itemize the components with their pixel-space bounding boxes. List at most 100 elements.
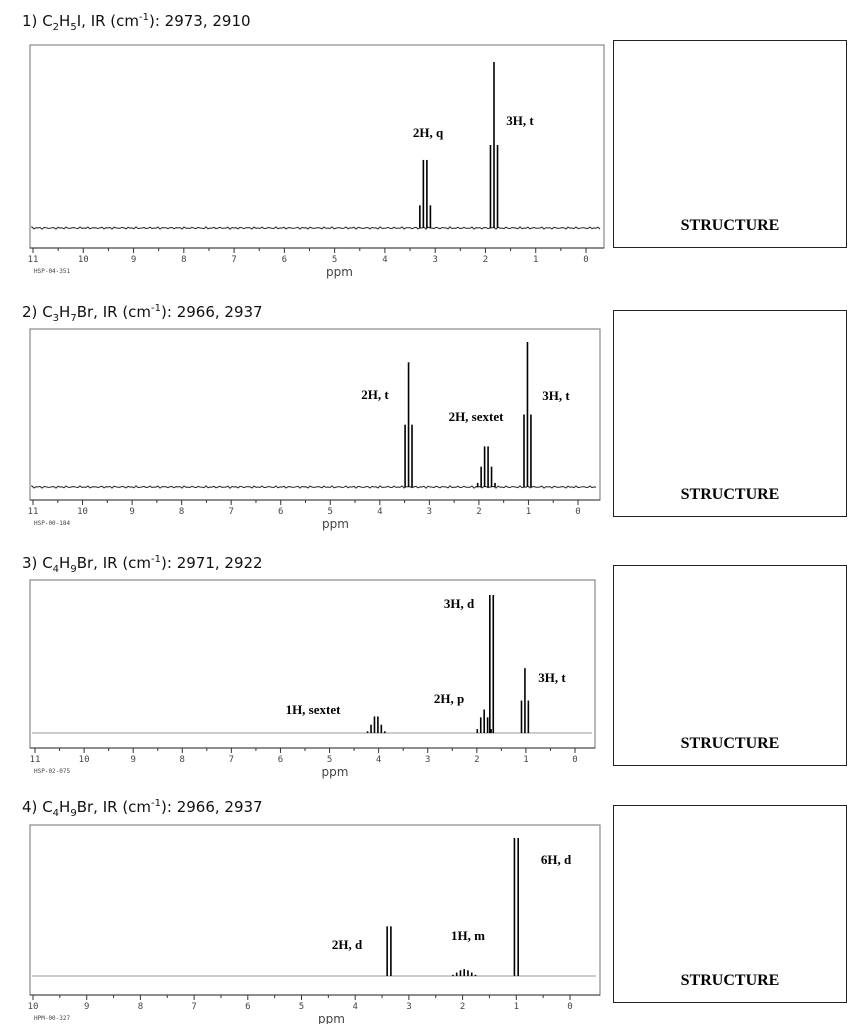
- x-tick-label: 1: [523, 755, 528, 765]
- plot-frame: [29, 579, 596, 749]
- x-tick-label: 11: [28, 255, 39, 265]
- peak-label: 3H, t: [542, 388, 570, 403]
- spectrum-code: HSP-02-075: [34, 768, 71, 775]
- x-tick-label: 3: [432, 255, 437, 265]
- title-part: -1: [139, 12, 149, 23]
- title-part: 9: [70, 808, 77, 819]
- peak-label: 2H, d: [332, 937, 363, 952]
- x-tick-label: 1: [533, 255, 538, 265]
- peak-label: 1H, sextet: [286, 702, 342, 717]
- title-part: 5: [70, 22, 77, 33]
- structure-label: STRUCTURE: [680, 217, 780, 234]
- x-tick-label: 8: [181, 255, 186, 265]
- x-tick-label: 7: [229, 755, 234, 765]
- x-tick-label: 5: [328, 507, 333, 517]
- plot-frame: [29, 328, 601, 501]
- x-tick-label: 6: [245, 1002, 250, 1012]
- title-part: C: [42, 303, 53, 321]
- x-tick-label: 7: [228, 507, 233, 517]
- title-part: C: [42, 12, 53, 30]
- structure-label: STRUCTURE: [680, 972, 780, 989]
- title-part: 9: [70, 564, 77, 575]
- spectrum-code: HSP-04-351: [34, 268, 71, 275]
- x-axis-label: ppm: [322, 517, 349, 531]
- peak-label: 2H, q: [413, 125, 444, 140]
- x-tick-label: 8: [179, 507, 184, 517]
- title-part: -1: [151, 554, 162, 565]
- title-part: 3): [22, 554, 38, 572]
- x-axis-label: ppm: [318, 1012, 345, 1024]
- x-axis-label: ppm: [322, 765, 349, 779]
- peak-label: 6H, d: [541, 852, 572, 867]
- x-tick-label: 8: [180, 755, 185, 765]
- title-part: 2: [52, 22, 60, 33]
- x-tick-label: 2: [460, 1002, 465, 1012]
- x-tick-label: 6: [278, 507, 283, 517]
- plot-frame: [29, 44, 605, 249]
- title-part: I: [76, 12, 82, 30]
- title-part: H: [59, 303, 71, 321]
- title-part: ): 2971, 2922: [161, 554, 263, 572]
- title-part: 2): [22, 303, 38, 321]
- baseline: [31, 225, 601, 230]
- structure-label: STRUCTURE: [680, 486, 780, 503]
- x-tick-label: 5: [332, 255, 337, 265]
- x-tick-label: 11: [28, 507, 39, 517]
- x-tick-label: 8: [138, 1002, 143, 1012]
- x-tick-label: 4: [377, 507, 382, 517]
- x-tick-label: 9: [84, 1002, 89, 1012]
- title-part: Br: [76, 798, 94, 816]
- title-part: C: [42, 554, 53, 572]
- peak-label: 2H, sextet: [449, 409, 505, 424]
- x-tick-label: 3: [425, 755, 430, 765]
- x-tick-label: 6: [278, 755, 283, 765]
- x-tick-label: 2: [474, 755, 479, 765]
- title-part: Br: [76, 554, 94, 572]
- structure-label: STRUCTURE: [680, 735, 780, 752]
- x-tick-label: 3: [427, 507, 432, 517]
- spectrum-code: HSP-00-184: [34, 520, 71, 527]
- peak-label: 3H, t: [506, 113, 534, 128]
- spectrum-code: HPM-00-327: [34, 1015, 71, 1022]
- x-tick-label: 10: [79, 755, 90, 765]
- peak-label: 2H, t: [361, 387, 389, 402]
- x-tick-label: 9: [131, 255, 136, 265]
- problem-title: 2) C3H7Br, IR (cm-1): 2966, 2937: [22, 303, 263, 324]
- title-part: IR (cm: [102, 303, 152, 321]
- problem-title: 1) C2H5I, IR (cm-1): 2973, 2910: [22, 12, 251, 33]
- peak-label: 3H, t: [538, 670, 566, 685]
- title-part: ): 2966, 2937: [161, 798, 263, 816]
- x-tick-label: 0: [572, 755, 577, 765]
- title-part: 4: [52, 564, 60, 575]
- title-part: ): 2966, 2937: [161, 303, 263, 321]
- title-part: 4): [22, 798, 38, 816]
- x-tick-label: 6: [282, 255, 287, 265]
- peak-label: 3H, d: [444, 596, 475, 611]
- baseline: [31, 484, 597, 489]
- x-tick-label: 4: [376, 755, 381, 765]
- structure-answer-box[interactable]: STRUCTURE: [613, 40, 847, 248]
- x-tick-label: 10: [78, 255, 89, 265]
- x-tick-label: 10: [77, 507, 88, 517]
- title-part: C: [42, 798, 53, 816]
- structure-answer-box[interactable]: STRUCTURE: [613, 310, 847, 517]
- title-part: H: [59, 12, 71, 30]
- title-part: -1: [151, 798, 162, 809]
- x-tick-label: 0: [575, 507, 580, 517]
- x-tick-label: 11: [30, 755, 41, 765]
- structure-answer-box[interactable]: STRUCTURE: [613, 805, 847, 1003]
- x-tick-label: 2: [483, 255, 488, 265]
- title-part: H: [59, 798, 71, 816]
- problem-title: 4) C4H9Br, IR (cm-1): 2966, 2937: [22, 798, 263, 819]
- x-tick-label: 4: [352, 1002, 357, 1012]
- title-part: -1: [151, 303, 162, 314]
- title-part: 7: [70, 313, 77, 324]
- x-tick-label: 4: [382, 255, 387, 265]
- peak-label: 2H, p: [434, 691, 464, 706]
- x-tick-label: 7: [231, 255, 236, 265]
- x-tick-label: 7: [191, 1002, 196, 1012]
- title-part: ): 2973, 2910: [149, 12, 251, 30]
- structure-answer-box[interactable]: STRUCTURE: [613, 565, 847, 766]
- title-part: IR (cm: [102, 798, 152, 816]
- x-tick-label: 0: [567, 1002, 572, 1012]
